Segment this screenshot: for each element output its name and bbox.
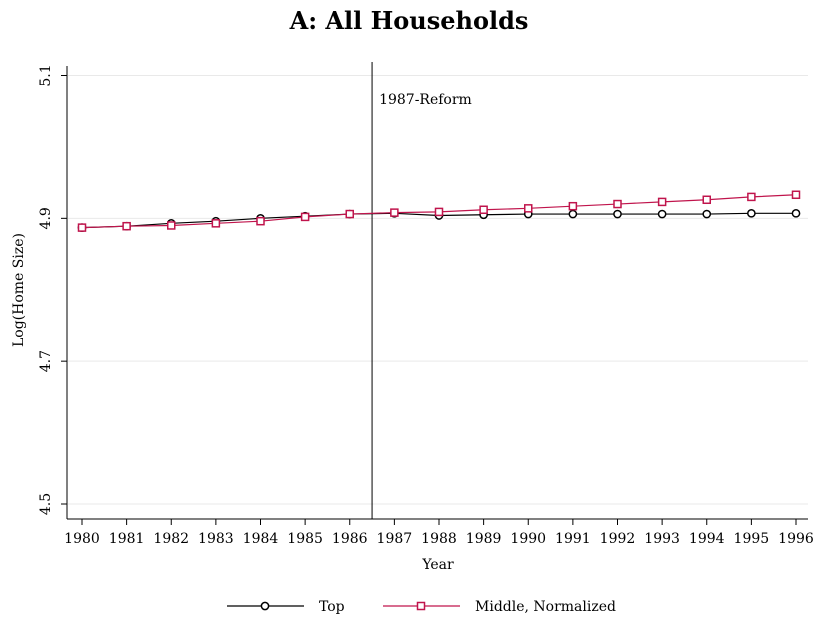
legend: Top Middle, Normalized <box>227 599 616 615</box>
point-1-1993 <box>657 197 667 207</box>
chart-title: A: All Households <box>289 6 529 35</box>
legend-marker-top <box>260 601 270 611</box>
y-tick-label-5.1: 5.1 <box>38 64 54 86</box>
x-tick-label-1989: 1989 <box>466 531 502 547</box>
point-1-1986 <box>345 209 354 219</box>
point-0-1995 <box>747 208 756 218</box>
x-tick-label-1988: 1988 <box>421 531 457 547</box>
x-tick-label-1994: 1994 <box>689 531 725 547</box>
axes <box>66 66 808 520</box>
x-tick-label-1996: 1996 <box>778 531 814 547</box>
x-ticks: 1980 1981 1982 1983 1984 1985 1986 1987 1988 1989… <box>64 519 814 547</box>
point-1-1980 <box>77 223 87 232</box>
point-0-1994 <box>702 209 712 219</box>
y-ticks: 4.5 4.7 4.9 5.1 <box>38 64 67 515</box>
y-tick-label-4.7: 4.7 <box>38 350 54 372</box>
grid-lines <box>68 75 808 505</box>
legend-label-middle: Middle, Normalized <box>475 599 616 615</box>
x-tick-label-1991: 1991 <box>555 531 591 547</box>
point-1-1994 <box>702 195 711 205</box>
point-1-1984 <box>256 216 265 226</box>
legend-item-middle: Middle, Normalized <box>383 599 616 615</box>
point-0-1992 <box>613 209 622 219</box>
point-1-1985 <box>300 212 310 222</box>
point-1-1996 <box>791 190 801 200</box>
point-0-1991 <box>568 209 578 219</box>
x-tick-label-1981: 1981 <box>109 531 145 547</box>
point-1-1995 <box>747 192 756 202</box>
x-tick-label-1992: 1992 <box>600 531 636 547</box>
legend-label-top: Top <box>319 599 345 615</box>
point-0-1993 <box>657 209 667 219</box>
point-1-1981 <box>122 221 131 231</box>
point-1-1992 <box>613 199 622 209</box>
reform-marker: 1987-Reform <box>371 62 472 519</box>
x-tick-label-1980: 1980 <box>64 531 100 547</box>
y-tick-label-4.5: 4.5 <box>38 493 54 515</box>
x-tick-label-1987: 1987 <box>377 531 413 547</box>
x-tick-label-1990: 1990 <box>510 531 546 547</box>
reform-annotation: 1987-Reform <box>379 92 472 108</box>
series <box>77 190 801 232</box>
x-tick-label-1995: 1995 <box>734 531 770 547</box>
x-tick-label-1985: 1985 <box>287 531 323 547</box>
y-axis-title: Log(Home Size) <box>11 233 27 347</box>
legend-item-top: Top <box>227 599 345 615</box>
point-1-1991 <box>568 201 578 211</box>
point-1-1988 <box>434 207 444 217</box>
point-1-1982 <box>167 221 176 230</box>
point-1-1987 <box>390 208 399 217</box>
series-1 <box>77 190 801 232</box>
point-1-1989 <box>479 205 488 215</box>
x-tick-label-1984: 1984 <box>243 531 279 547</box>
x-tick-label-1983: 1983 <box>198 531 234 547</box>
point-1-1983 <box>211 219 221 228</box>
x-tick-label-1982: 1982 <box>153 531 189 547</box>
x-tick-label-1986: 1986 <box>332 531 368 547</box>
y-tick-label-4.9: 4.9 <box>38 207 54 229</box>
legend-marker-middle <box>416 601 426 611</box>
x-tick-label-1993: 1993 <box>644 531 680 547</box>
point-1-1990 <box>524 204 533 213</box>
x-axis-title: Year <box>421 557 454 573</box>
point-0-1996 <box>791 208 801 218</box>
